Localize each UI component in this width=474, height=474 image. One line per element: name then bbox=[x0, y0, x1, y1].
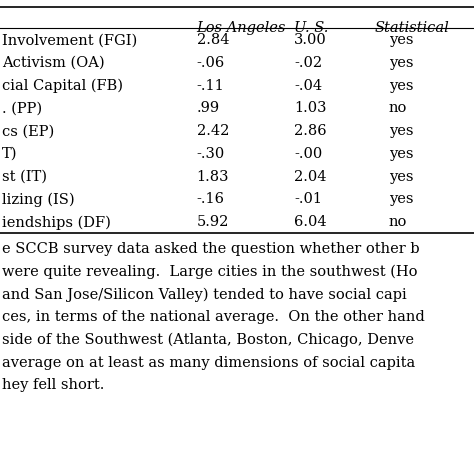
Text: -.02: -.02 bbox=[294, 56, 322, 70]
Text: lizing (IS): lizing (IS) bbox=[2, 192, 75, 207]
Text: iendships (DF): iendships (DF) bbox=[2, 215, 111, 229]
Text: Los Angeles: Los Angeles bbox=[197, 21, 286, 36]
Text: -.30: -.30 bbox=[197, 147, 225, 161]
Text: Statistical: Statistical bbox=[374, 21, 449, 36]
Text: Activism (OA): Activism (OA) bbox=[2, 56, 105, 70]
Text: ces, in terms of the national average.  On the other hand: ces, in terms of the national average. O… bbox=[2, 310, 425, 324]
Text: no: no bbox=[389, 101, 407, 116]
Text: -.16: -.16 bbox=[197, 192, 225, 207]
Text: -.01: -.01 bbox=[294, 192, 322, 207]
Text: no: no bbox=[389, 215, 407, 229]
Text: 2.86: 2.86 bbox=[294, 124, 327, 138]
Text: -.04: -.04 bbox=[294, 79, 322, 93]
Text: T): T) bbox=[2, 147, 18, 161]
Text: and San Jose/Silicon Valley) tended to have social capi: and San Jose/Silicon Valley) tended to h… bbox=[2, 287, 407, 301]
Text: U. S.: U. S. bbox=[294, 21, 328, 36]
Text: yes: yes bbox=[389, 124, 413, 138]
Text: . (PP): . (PP) bbox=[2, 101, 43, 116]
Text: 5.92: 5.92 bbox=[197, 215, 229, 229]
Text: -.00: -.00 bbox=[294, 147, 322, 161]
Text: yes: yes bbox=[389, 170, 413, 184]
Text: yes: yes bbox=[389, 33, 413, 47]
Text: side of the Southwest (Atlanta, Boston, Chicago, Denve: side of the Southwest (Atlanta, Boston, … bbox=[2, 333, 414, 347]
Text: 1.83: 1.83 bbox=[197, 170, 229, 184]
Text: cial Capital (FB): cial Capital (FB) bbox=[2, 79, 123, 93]
Text: 1.03: 1.03 bbox=[294, 101, 327, 116]
Text: Involvement (FGI): Involvement (FGI) bbox=[2, 33, 137, 47]
Text: 6.04: 6.04 bbox=[294, 215, 327, 229]
Text: .99: .99 bbox=[197, 101, 220, 116]
Text: 2.84: 2.84 bbox=[197, 33, 229, 47]
Text: were quite revealing.  Large cities in the southwest (Ho: were quite revealing. Large cities in th… bbox=[2, 264, 418, 279]
Text: 2.04: 2.04 bbox=[294, 170, 327, 184]
Text: yes: yes bbox=[389, 56, 413, 70]
Text: st (IT): st (IT) bbox=[2, 170, 47, 184]
Text: e SCCB survey data asked the question whether other b: e SCCB survey data asked the question wh… bbox=[2, 242, 420, 256]
Text: average on at least as many dimensions of social capita: average on at least as many dimensions o… bbox=[2, 356, 416, 370]
Text: -.06: -.06 bbox=[197, 56, 225, 70]
Text: -.11: -.11 bbox=[197, 79, 225, 93]
Text: yes: yes bbox=[389, 147, 413, 161]
Text: cs (EP): cs (EP) bbox=[2, 124, 55, 138]
Text: hey fell short.: hey fell short. bbox=[2, 378, 105, 392]
Text: yes: yes bbox=[389, 192, 413, 207]
Text: 2.42: 2.42 bbox=[197, 124, 229, 138]
Text: 3.00: 3.00 bbox=[294, 33, 327, 47]
Text: yes: yes bbox=[389, 79, 413, 93]
